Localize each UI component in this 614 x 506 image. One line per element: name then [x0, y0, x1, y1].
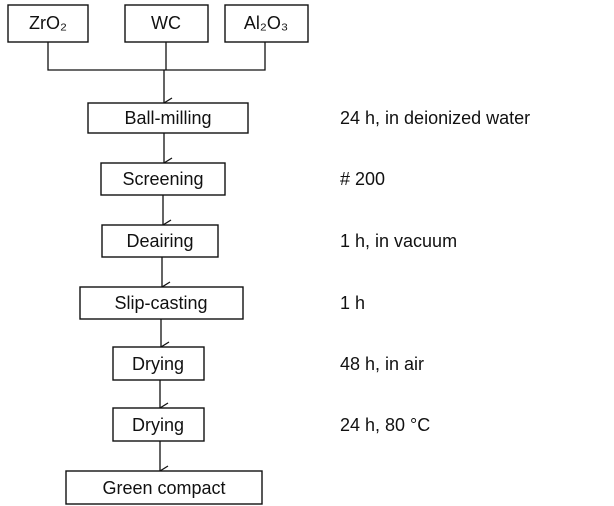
- step-label: Green compact: [102, 478, 225, 498]
- step-note: 24 h, in deionized water: [340, 108, 530, 128]
- input-label: ZrO₂: [29, 13, 67, 33]
- step-note: 24 h, 80 °C: [340, 415, 430, 435]
- step-note: # 200: [340, 169, 385, 189]
- step-label: Deairing: [126, 231, 193, 251]
- step-box: [112, 346, 205, 381]
- step-note: 1 h: [340, 293, 365, 313]
- step-box: [65, 470, 263, 505]
- step-box: [87, 102, 249, 134]
- input-label: Al₂O₃: [244, 13, 288, 33]
- step-label: Screening: [122, 169, 203, 189]
- step-label: Ball-milling: [124, 108, 211, 128]
- connector: [47, 42, 266, 71]
- step-label: Slip-casting: [114, 293, 207, 313]
- step-box: [112, 407, 205, 442]
- step-box: [101, 224, 219, 258]
- input-box: [7, 4, 89, 43]
- step-box: [100, 162, 226, 196]
- input-box: [224, 4, 309, 43]
- step-note: 48 h, in air: [340, 354, 424, 374]
- step-label: Drying: [132, 354, 184, 374]
- input-label: WC: [151, 13, 181, 33]
- input-box: [124, 4, 209, 43]
- step-box: [79, 286, 244, 320]
- step-label: Drying: [132, 415, 184, 435]
- step-note: 1 h, in vacuum: [340, 231, 457, 251]
